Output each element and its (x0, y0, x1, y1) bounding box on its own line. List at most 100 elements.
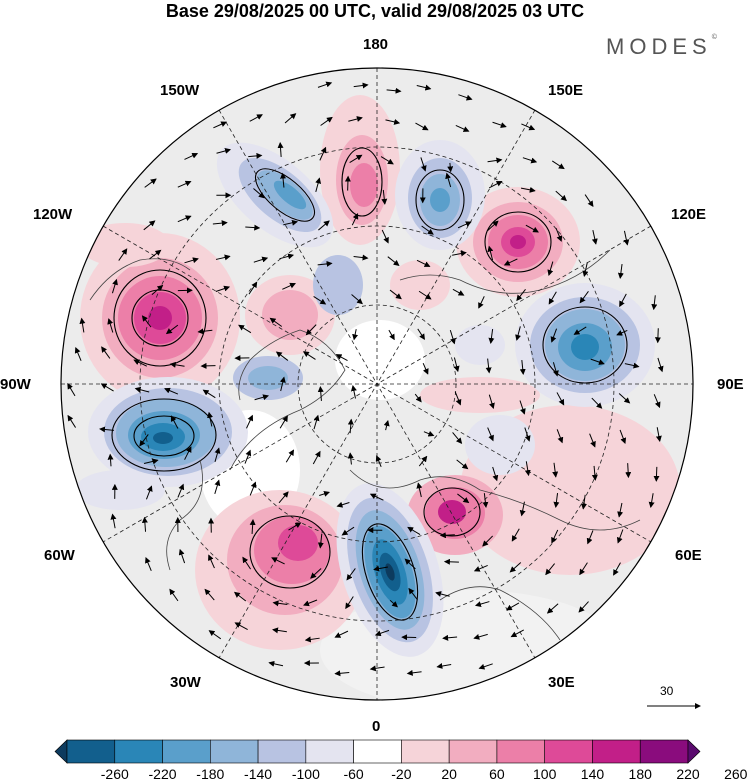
wind-vector (242, 556, 252, 570)
wind-vector (347, 452, 354, 465)
wind-vector (584, 194, 594, 208)
wind-vector (389, 289, 402, 300)
lon-label-90w: 90W (0, 376, 31, 393)
wind-vector (284, 113, 297, 124)
wind-vector (653, 394, 661, 409)
wind-vector (341, 526, 355, 536)
wind-vector (353, 254, 369, 261)
wind-vector (555, 190, 567, 202)
wind-vector (246, 414, 254, 429)
wind-vector (415, 122, 429, 131)
wind-vector (317, 533, 324, 549)
wind-vector (351, 213, 359, 226)
wind-vector (149, 249, 162, 260)
coastlines (89, 249, 641, 641)
lon-label-60w: 60W (44, 547, 75, 564)
wind-vector (579, 291, 589, 304)
wind-vector (416, 482, 423, 498)
wind-vector (268, 660, 284, 667)
wind-vector (303, 599, 318, 607)
colorbar-tick-label: -140 (244, 766, 272, 782)
wind-vector (421, 225, 434, 235)
wind-vector (511, 528, 520, 542)
wind-vector (375, 455, 382, 468)
wind-vector (474, 601, 490, 607)
wind-vector (245, 224, 261, 231)
wind-vector (552, 462, 559, 478)
wind-vector (519, 360, 526, 376)
wind-vector (524, 427, 531, 442)
wind-vector (248, 152, 263, 159)
colorbar-tick-label: -260 (101, 766, 129, 782)
wind-vector (590, 358, 605, 365)
wind-vector (238, 324, 252, 334)
wind-vector (99, 426, 115, 433)
wind-vector (207, 411, 213, 427)
colorbar-swatch (687, 739, 701, 764)
wind-vector (516, 288, 526, 302)
wind-vector (509, 562, 522, 573)
wind-vector (457, 493, 470, 504)
wind-vector (233, 591, 247, 602)
wind-vectors (67, 81, 664, 677)
wind-vector (141, 315, 152, 328)
wind-vector (385, 118, 401, 125)
colorbar-tick-label: 180 (629, 766, 653, 782)
wind-vector (555, 227, 563, 242)
colorbar-swatch (448, 739, 498, 764)
wind-vector (315, 177, 322, 193)
wind-vector (389, 599, 398, 608)
wind-vector (313, 414, 320, 430)
lon-label-180: 180 (363, 36, 389, 53)
wind-vector (420, 157, 427, 172)
wind-vector (487, 245, 494, 261)
negative-anomaly-east (515, 283, 655, 407)
colorbar-swatch (257, 739, 307, 764)
wind-vector (215, 254, 231, 261)
wind-vector (141, 516, 148, 532)
wind-vector (619, 293, 627, 308)
wind-vector (654, 328, 661, 344)
wind-vector (505, 602, 520, 611)
lon-label-150e: 150E (548, 82, 584, 99)
wind-vector (449, 329, 456, 345)
brand-logo: MODES© (606, 34, 717, 60)
wind-vector (617, 264, 624, 279)
wind-vector (177, 215, 192, 223)
wind-vector (169, 588, 179, 602)
wind-vector (319, 490, 330, 497)
colorbar-tick-label: 20 (441, 766, 457, 782)
wind-vector (208, 630, 222, 640)
wind-vector (452, 250, 467, 257)
wind-vector (657, 357, 664, 373)
wind-vector (551, 160, 565, 170)
colorbar-swatch (592, 739, 641, 764)
lon-label-30w: 30W (170, 674, 201, 691)
wind-vector (312, 450, 321, 465)
wind-vector (249, 518, 256, 534)
wind-vector (546, 603, 559, 614)
graticule (61, 68, 693, 700)
wind-vector (279, 376, 286, 392)
colorbar-tick-label: 100 (533, 766, 557, 782)
wind-vector (216, 148, 232, 154)
wind-vector (473, 564, 488, 572)
wind-vector (320, 116, 333, 126)
wind-vector (347, 418, 354, 434)
wind-vector (313, 295, 327, 305)
anomaly-field (61, 68, 693, 700)
wind-vector (455, 125, 470, 132)
wind-vector (143, 458, 159, 465)
lon-label-150w: 150W (160, 82, 200, 99)
colorbar-tick-label: -100 (292, 766, 320, 782)
colorbar-swatch (353, 739, 402, 764)
wind-vector (101, 346, 111, 359)
wind-vector (456, 459, 469, 470)
wind-vector (133, 359, 147, 367)
wind-vector (381, 229, 389, 244)
wind-vector (336, 501, 350, 508)
wind-vector (271, 557, 285, 565)
wind-vector (478, 296, 485, 309)
wind-vector (417, 328, 425, 341)
colorbar-tick-label: -180 (196, 766, 224, 782)
